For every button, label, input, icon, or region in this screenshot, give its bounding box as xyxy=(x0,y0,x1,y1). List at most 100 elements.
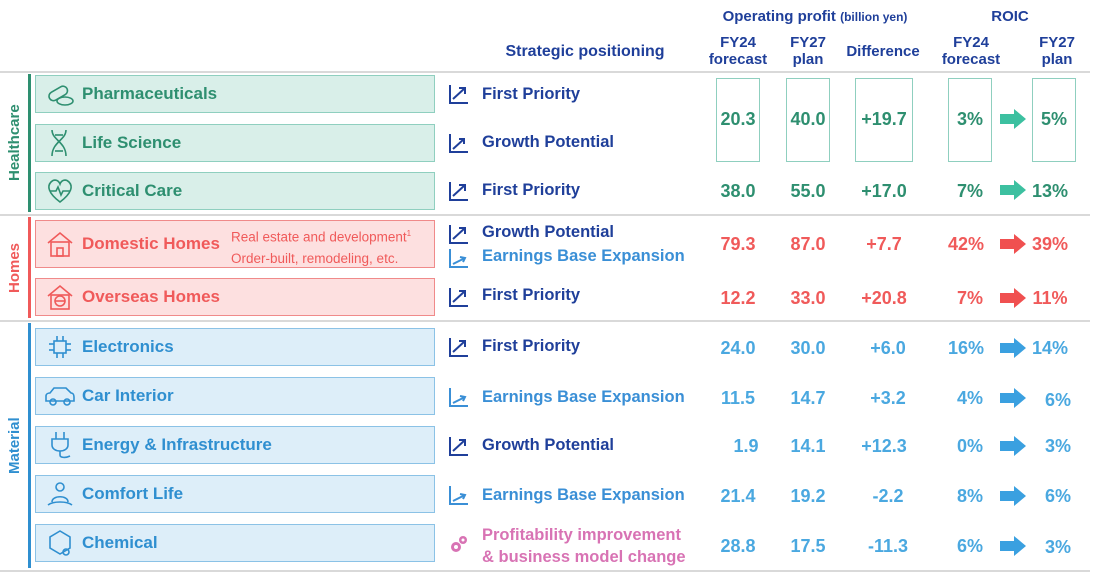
strategy-domestic-earnings: Earnings Base Expansion xyxy=(482,247,685,265)
segment-healthcare: Healthcare xyxy=(6,104,23,182)
strategy-domestic-growth: Growth Potential xyxy=(482,223,614,241)
frame-fy24 xyxy=(716,78,760,162)
fy24-forecast-header: FY24 forecast xyxy=(700,34,776,68)
separator-bottom xyxy=(0,570,1090,572)
row-car-interior: Car Interior xyxy=(35,377,435,415)
electronics-label: Electronics xyxy=(82,337,174,356)
arrow-right-icon xyxy=(1000,388,1026,408)
arrow-right-icon xyxy=(1000,486,1026,506)
fy27-chemical: 17.5 xyxy=(790,536,826,556)
roic24-overseas: 7% xyxy=(956,288,983,308)
fy24-car-interior: 11.5 xyxy=(720,388,756,408)
car-interior-label: Car Interior xyxy=(82,386,174,405)
roic27-car-interior: 6% xyxy=(1044,390,1071,410)
segment-homes: Homes xyxy=(6,242,23,293)
person-icon xyxy=(44,478,76,510)
roic24-car-interior: 4% xyxy=(956,388,983,408)
molecule-icon xyxy=(44,527,76,559)
arrow-right-icon xyxy=(1000,234,1026,254)
critical-care-label: Critical Care xyxy=(82,181,183,200)
heart-icon xyxy=(44,175,76,207)
arrow-right-icon xyxy=(1000,338,1026,358)
fy24-chemical: 28.8 xyxy=(720,536,756,556)
roic27-chemical: 3% xyxy=(1044,537,1071,557)
trend-mild-icon xyxy=(449,486,468,505)
chemical-label: Chemical xyxy=(82,533,158,552)
strategy-critical-care: First Priority xyxy=(482,181,581,199)
car-icon xyxy=(44,380,76,412)
diff-chemical: -11.3 xyxy=(867,536,909,556)
fy24-energy: 1.9 xyxy=(733,436,759,456)
segment-material: Material xyxy=(6,417,23,474)
op-profit-unit: (billion yen) xyxy=(840,10,908,24)
trend-up-icon xyxy=(449,182,468,201)
strategy-chemical-line1: Profitability improvement xyxy=(482,526,681,544)
roic27-overseas: 11% xyxy=(1032,288,1068,308)
difference-header: Difference xyxy=(846,43,920,60)
trend-up-icon xyxy=(449,134,468,153)
strategy-chemical-line2: & business model change xyxy=(482,548,686,566)
diff-overseas: +20.8 xyxy=(861,288,907,308)
fy27-energy: 14.1 xyxy=(790,436,826,456)
pharmaceuticals-label: Pharmaceuticals xyxy=(82,84,218,103)
separator-top xyxy=(0,71,1090,73)
fy27-healthcare-merged: 40.0 xyxy=(790,109,826,129)
roic-header: ROIC xyxy=(991,8,1029,25)
fy27-car-interior: 14.7 xyxy=(790,388,826,408)
diff-healthcare-merged: +19.7 xyxy=(861,109,907,129)
frame-roic24 xyxy=(948,78,992,162)
row-comfort-life: Comfort Life xyxy=(35,475,435,513)
comfort-life-label: Comfort Life xyxy=(82,484,184,503)
frame-diff xyxy=(855,78,913,162)
strategy-car-interior: Earnings Base Expansion xyxy=(482,388,685,406)
diff-energy: +12.3 xyxy=(861,436,907,456)
fy24-healthcare-merged: 20.3 xyxy=(720,109,756,129)
fy24-electronics: 24.0 xyxy=(720,338,756,358)
note-order-built: Order-built, remodeling, etc. xyxy=(231,250,399,266)
separator-homes xyxy=(0,214,1090,216)
house-icon xyxy=(44,228,76,260)
energy-infrastructure-label: Energy & Infrastructure xyxy=(82,435,272,454)
healthcare-bar xyxy=(28,74,31,212)
op-profit-title: Operating profit xyxy=(722,8,836,25)
arrow-right-icon xyxy=(1000,180,1026,200)
row-critical-care: Critical Care xyxy=(35,172,435,210)
plug-icon xyxy=(44,429,76,461)
roic24-energy: 0% xyxy=(956,436,983,456)
life-science-label: Life Science xyxy=(82,133,182,152)
material-bar xyxy=(28,323,31,568)
roic-forecast-label: forecast xyxy=(941,51,1001,68)
roic27-electronics: 14% xyxy=(1031,338,1069,358)
trend-mild-icon xyxy=(449,388,468,407)
diff-electronics: +6.0 xyxy=(870,338,906,358)
row-pharmaceuticals: Pharmaceuticals xyxy=(35,75,435,113)
fy24-critical-care: 38.0 xyxy=(720,181,756,201)
fy27-label: FY27 xyxy=(790,34,826,51)
trend-up-icon xyxy=(449,437,468,456)
arrow-right-icon xyxy=(1000,436,1026,456)
strategy-chemical: Profitability improvement & business mod… xyxy=(482,524,686,568)
gears-icon xyxy=(451,536,467,552)
op-profit-header: Operating profit (billion yen) xyxy=(700,8,930,26)
roic24-healthcare-merged: 3% xyxy=(956,109,983,129)
trend-mild-icon xyxy=(449,249,468,268)
dna-icon xyxy=(44,127,76,159)
trend-up-icon xyxy=(449,225,468,244)
separator-material xyxy=(0,320,1090,322)
frame-roic27 xyxy=(1032,78,1076,162)
diff-domestic: +7.7 xyxy=(866,234,902,254)
fy24-domestic: 79.3 xyxy=(720,234,756,254)
diff-critical-care: +17.0 xyxy=(861,181,907,201)
row-life-science: Life Science xyxy=(35,124,435,162)
domestic-homes-note: Real estate and development1 Order-built… xyxy=(231,223,411,269)
diff-comfort-life: -2.2 xyxy=(872,486,904,506)
fy24-label: FY24 xyxy=(720,34,756,51)
fy24-comfort-life: 21.4 xyxy=(720,486,756,506)
fy27-comfort-life: 19.2 xyxy=(790,486,826,506)
roic27-healthcare-merged: 5% xyxy=(1040,109,1067,129)
arrow-right-icon xyxy=(1000,536,1026,556)
roic-fy24-label: FY24 xyxy=(953,34,989,51)
roic-plan-label: plan xyxy=(1041,51,1073,68)
arrow-right-icon xyxy=(1000,288,1026,308)
strategy-overseas: First Priority xyxy=(482,286,581,304)
